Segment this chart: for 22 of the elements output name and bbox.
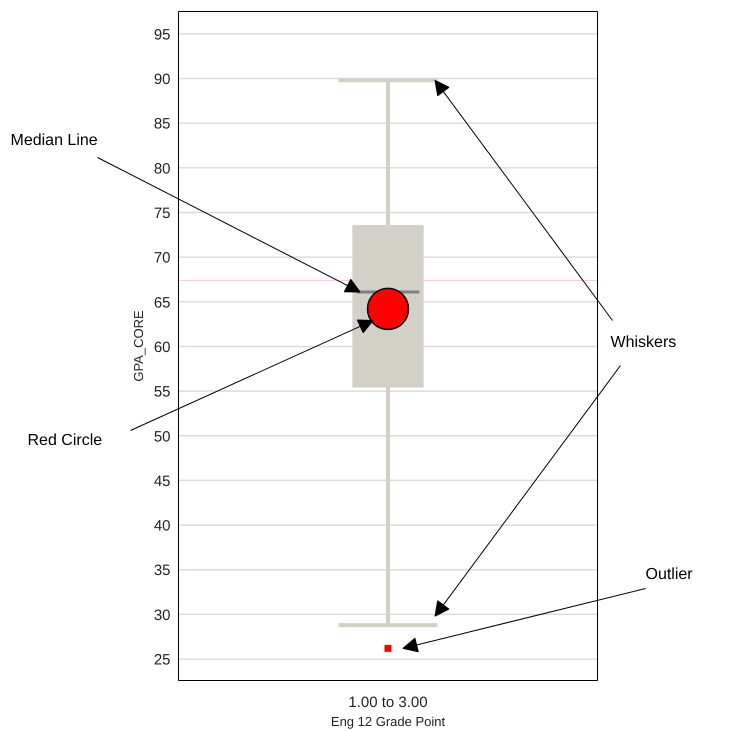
- text: Whiskers: [610, 334, 676, 351]
- y-tick-label: 35: [154, 562, 171, 580]
- y-tick-label: 65: [154, 294, 171, 312]
- y-tick-label: 25: [154, 652, 171, 669]
- text: Outlier: [646, 566, 694, 583]
- y-tick-label: 80: [154, 160, 171, 178]
- y-axis-title: GPA_CORE: [131, 310, 146, 382]
- y-tick-label: 70: [154, 250, 171, 267]
- y-tick-label: 40: [154, 518, 171, 535]
- y-tick-label: 45: [154, 472, 171, 490]
- y-tick-label: 50: [154, 428, 171, 446]
- x-axis-title: Eng 12 Grade Point: [330, 714, 446, 729]
- text: Median Line: [10, 132, 98, 149]
- y-tick-label: 95: [154, 26, 171, 44]
- y-tick-label: 30: [154, 606, 171, 624]
- y-tick-label: 90: [154, 70, 171, 88]
- y-tick-label: 60: [154, 338, 171, 356]
- y-tick-label: 85: [154, 116, 171, 133]
- text: Red Circle: [28, 432, 102, 449]
- y-tick-label: 75: [154, 204, 171, 222]
- y-tick-label: 55: [154, 384, 171, 401]
- x-tick-label: 1.00 to 3.00: [348, 694, 428, 711]
